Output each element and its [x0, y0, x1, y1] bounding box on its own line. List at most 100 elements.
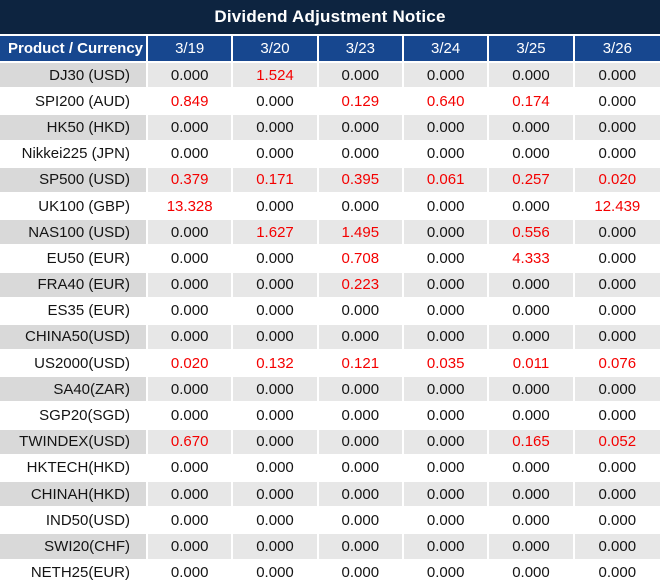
product-cell: FRA40 (EUR) — [0, 272, 148, 299]
value-cell: 0.000 — [403, 324, 490, 352]
product-cell: SA40(ZAR) — [0, 377, 148, 404]
value-cell: 0.000 — [233, 89, 319, 116]
value-cell: 0.000 — [148, 324, 234, 352]
table-row: NETH25(EUR) 0.000 0.000 0.000 0.000 0.000 0.00… — [0, 560, 660, 587]
value-cell: 0.000 — [489, 455, 575, 482]
value-cell: 0.000 — [403, 534, 490, 561]
value-cell: 12.439 — [574, 193, 660, 221]
product-cell: CHINA50(USD) — [0, 324, 148, 352]
value-cell: 0.000 — [233, 193, 319, 221]
product-cell: NETH25(EUR) — [0, 560, 148, 587]
product-cell: SGP20(SGD) — [0, 403, 148, 430]
header-date: 3/20 — [233, 36, 319, 63]
value-cell: 0.000 — [403, 298, 490, 325]
value-cell: 0.708 — [318, 246, 404, 273]
value-cell: 0.849 — [148, 89, 234, 116]
value-cell: 0.000 — [489, 324, 575, 352]
value-cell: 0.000 — [403, 115, 490, 142]
value-cell: 1.495 — [318, 220, 404, 247]
value-cell: 0.000 — [403, 560, 490, 587]
value-cell: 0.000 — [489, 193, 575, 221]
value-cell: 0.000 — [574, 141, 660, 168]
value-cell: 0.000 — [489, 534, 575, 561]
value-cell: 0.257 — [489, 167, 575, 194]
value-cell: 0.000 — [148, 63, 234, 90]
header-date: 3/25 — [489, 36, 575, 63]
value-cell: 0.000 — [148, 508, 234, 535]
value-cell: 0.000 — [574, 534, 660, 561]
value-cell: 0.000 — [489, 115, 575, 142]
value-cell: 0.000 — [574, 115, 660, 142]
value-cell: 0.000 — [574, 560, 660, 587]
value-cell: 0.395 — [318, 167, 404, 194]
value-cell: 0.000 — [318, 455, 404, 482]
table-row: DJ30 (USD) 0.000 1.524 0.000 0.000 0.000 0.000 — [0, 63, 660, 90]
value-cell: 0.000 — [574, 508, 660, 535]
value-cell: 1.627 — [233, 220, 319, 247]
product-cell: ES35 (EUR) — [0, 298, 148, 325]
value-cell: 0.000 — [489, 403, 575, 430]
value-cell: 0.000 — [489, 482, 575, 509]
table-row: SA40(ZAR) 0.000 0.000 0.000 0.000 0.000 0.000 — [0, 377, 660, 404]
dividend-table: Product / Currency 3/19 3/20 3/23 3/24 3/25 3/… — [0, 36, 660, 587]
value-cell: 0.000 — [318, 377, 404, 404]
product-cell: NAS100 (USD) — [0, 220, 148, 247]
table-row: SWI20(CHF) 0.000 0.000 0.000 0.000 0.000 0.000 — [0, 534, 660, 561]
product-cell: DJ30 (USD) — [0, 63, 148, 90]
value-cell: 0.000 — [233, 324, 319, 352]
table-row: SP500 (USD) 0.379 0.171 0.395 0.061 0.257 0.02… — [0, 167, 660, 194]
product-cell: SWI20(CHF) — [0, 534, 148, 561]
value-cell: 0.379 — [148, 167, 234, 194]
table-row: FRA40 (EUR) 0.000 0.000 0.223 0.000 0.000 0.00… — [0, 272, 660, 299]
header-date: 3/19 — [148, 36, 234, 63]
value-cell: 0.000 — [233, 298, 319, 325]
value-cell: 0.223 — [318, 272, 404, 299]
value-cell: 0.000 — [489, 298, 575, 325]
value-cell: 0.165 — [489, 429, 575, 456]
value-cell: 0.000 — [574, 403, 660, 430]
value-cell: 0.000 — [148, 272, 234, 299]
value-cell: 0.000 — [489, 508, 575, 535]
value-cell: 0.121 — [318, 351, 404, 378]
value-cell: 0.000 — [318, 193, 404, 221]
header-date: 3/26 — [574, 36, 660, 63]
value-cell: 0.000 — [403, 508, 490, 535]
table-row: NAS100 (USD) 0.000 1.627 1.495 0.000 0.556 0.0… — [0, 220, 660, 247]
value-cell: 0.000 — [148, 115, 234, 142]
value-cell: 0.052 — [574, 429, 660, 456]
value-cell: 0.000 — [148, 141, 234, 168]
value-cell: 0.000 — [148, 298, 234, 325]
product-cell: UK100 (GBP) — [0, 193, 148, 221]
value-cell: 0.000 — [318, 508, 404, 535]
value-cell: 0.000 — [233, 429, 319, 456]
value-cell: 0.000 — [403, 272, 490, 299]
value-cell: 0.000 — [403, 403, 490, 430]
product-cell: SPI200 (AUD) — [0, 89, 148, 116]
value-cell: 0.174 — [489, 89, 575, 116]
value-cell: 0.000 — [148, 377, 234, 404]
value-cell: 0.000 — [148, 534, 234, 561]
table-row: ES35 (EUR) 0.000 0.000 0.000 0.000 0.000 0.000 — [0, 298, 660, 325]
value-cell: 0.000 — [318, 141, 404, 168]
value-cell: 0.000 — [318, 298, 404, 325]
value-cell: 0.000 — [574, 455, 660, 482]
value-cell: 0.556 — [489, 220, 575, 247]
product-cell: IND50(USD) — [0, 508, 148, 535]
value-cell: 1.524 — [233, 63, 319, 90]
value-cell: 0.000 — [233, 115, 319, 142]
product-cell: HKTECH(HKD) — [0, 455, 148, 482]
value-cell: 0.000 — [403, 220, 490, 247]
page-title: Dividend Adjustment Notice — [214, 7, 446, 26]
title-bar: Dividend Adjustment Notice — [0, 0, 660, 36]
value-cell: 0.076 — [574, 351, 660, 378]
value-cell: 0.000 — [233, 377, 319, 404]
value-cell: 0.000 — [403, 455, 490, 482]
value-cell: 0.000 — [403, 141, 490, 168]
value-cell: 0.129 — [318, 89, 404, 116]
value-cell: 0.000 — [148, 560, 234, 587]
value-cell: 0.000 — [489, 560, 575, 587]
value-cell: 0.640 — [403, 89, 490, 116]
value-cell: 0.000 — [233, 482, 319, 509]
value-cell: 0.000 — [574, 220, 660, 247]
product-cell: US2000(USD) — [0, 351, 148, 378]
